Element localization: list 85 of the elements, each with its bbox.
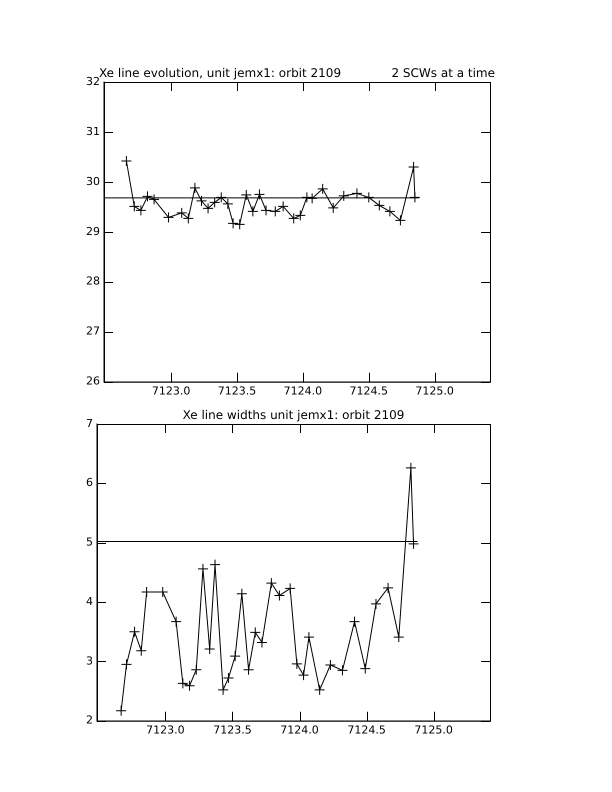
x-tick-label: 7124.0 <box>280 723 319 736</box>
point <box>317 183 328 194</box>
point <box>409 192 420 203</box>
point <box>218 684 229 696</box>
x-tick-label: 7123.5 <box>218 384 256 398</box>
point <box>349 616 360 628</box>
y-tick-label: 30 <box>86 174 100 188</box>
point <box>209 196 220 208</box>
point <box>228 218 239 229</box>
point <box>314 684 326 696</box>
point <box>116 705 127 716</box>
point <box>382 582 394 594</box>
x-tick-label: 7124.0 <box>284 384 322 398</box>
point <box>240 189 252 200</box>
y-tick-label: 2 <box>86 714 93 727</box>
point <box>294 210 306 221</box>
y-tick-label: 28 <box>86 274 100 288</box>
point <box>204 643 216 654</box>
x-tick-label: 7124.5 <box>347 723 386 736</box>
point <box>394 214 406 226</box>
point <box>284 582 296 594</box>
point <box>254 188 265 200</box>
y-tick-label: 3 <box>86 654 93 668</box>
point <box>247 206 258 217</box>
point <box>120 155 132 166</box>
point <box>298 670 310 681</box>
point <box>197 563 208 574</box>
y-tick-label: 5 <box>86 536 93 549</box>
point <box>303 632 314 643</box>
point <box>129 626 140 638</box>
point <box>230 650 241 662</box>
point <box>338 190 350 202</box>
y-tick-label: 7 <box>86 416 93 430</box>
y-tick-label: 29 <box>86 224 100 238</box>
x-tick-label: 7125.0 <box>414 723 453 736</box>
x-tick-label: 7124.5 <box>350 384 388 398</box>
point <box>324 660 336 670</box>
point <box>374 200 385 211</box>
point <box>234 218 246 230</box>
y-tick-label: 6 <box>86 476 93 490</box>
point <box>274 590 285 602</box>
point <box>336 664 348 676</box>
point <box>250 626 261 638</box>
point <box>170 616 182 628</box>
point <box>278 200 289 212</box>
point <box>260 204 272 216</box>
point <box>360 663 371 674</box>
y-tick-label: 32 <box>86 74 100 88</box>
point <box>405 462 416 474</box>
point <box>270 206 281 217</box>
y-tick-label: 31 <box>86 124 100 138</box>
point <box>136 645 147 656</box>
chart-subtitle: 2 SCWs at a time <box>391 66 495 80</box>
point <box>121 658 132 670</box>
chart-title: Xe line evolution, unit jemx1: orbit 2109 <box>98 66 342 80</box>
point <box>243 664 254 676</box>
point <box>370 598 382 610</box>
point <box>189 182 200 194</box>
point <box>363 192 374 203</box>
point <box>351 188 362 199</box>
point <box>177 678 188 689</box>
point <box>306 192 318 204</box>
x-tick-label: 7125.0 <box>415 384 454 398</box>
point <box>328 202 339 214</box>
x-tick-label: 7123.5 <box>213 723 252 736</box>
point <box>190 664 202 676</box>
point <box>301 192 312 203</box>
point <box>288 212 300 224</box>
point <box>222 672 234 684</box>
y-tick-label: 26 <box>86 374 100 388</box>
point <box>291 658 302 670</box>
y-tick-label: 4 <box>86 594 93 608</box>
point <box>163 212 174 223</box>
x-tick-label: 7123.0 <box>146 723 185 736</box>
point <box>408 161 420 172</box>
point <box>408 538 420 550</box>
point <box>256 636 268 648</box>
point <box>384 206 396 217</box>
point <box>266 578 277 589</box>
point <box>184 680 196 692</box>
x-tick-label: 7123.0 <box>152 384 190 398</box>
y-tick-label: 27 <box>86 324 100 338</box>
point <box>393 632 404 643</box>
chart-title: Xe line widths unit jemx1: orbit 2109 <box>182 408 404 422</box>
point <box>210 559 221 570</box>
